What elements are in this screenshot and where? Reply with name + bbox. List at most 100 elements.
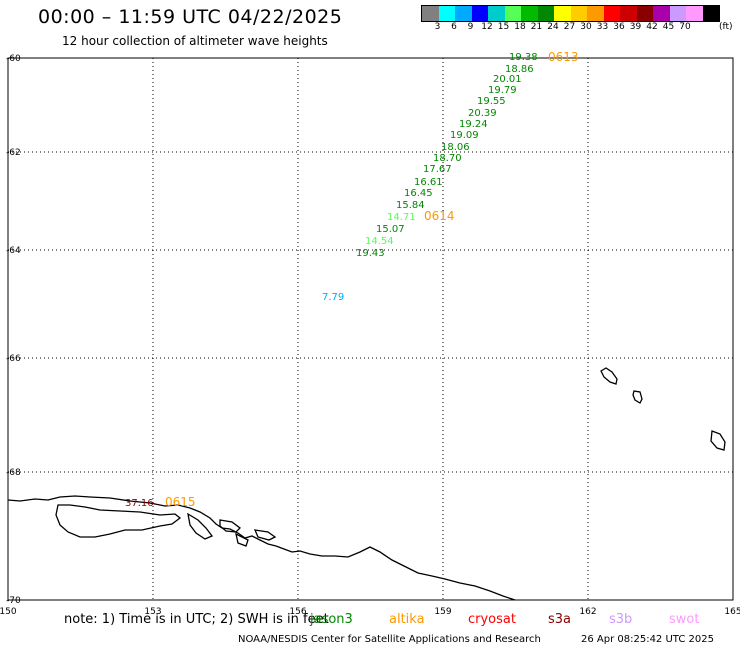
legend-swatch [471,6,488,21]
satellite-name: swot [669,612,700,627]
wave-height-label: 15.84 [396,200,425,211]
legend-label: 15 [497,22,510,32]
wave-height-label: 19.43 [356,248,385,259]
balleny-island-3 [710,430,726,451]
longitude-tick-labels: 150 153 156 159 162 165 [0,607,740,617]
wave-height-label: 19.55 [477,96,506,107]
map-frame [7,57,734,601]
legend-label: 45 [662,22,675,32]
longitude-tick-label: 150 [0,607,17,617]
latitude-tick-label: -62 [6,148,21,158]
legend-label: 33 [596,22,609,32]
legend-label: 21 [530,22,543,32]
coastline-fjord-3 [235,532,249,547]
satellite-name: jason3 [310,612,353,627]
wave-height-label: 18.70 [433,153,462,164]
legend-swatch [537,6,554,21]
latitude-tick-label: -68 [6,468,21,478]
latitude-tick-label: -64 [6,246,21,256]
legend-label: 3 [434,22,441,32]
coastline-inlet [55,504,182,538]
map-subtitle: 12 hour collection of altimeter wave hei… [62,34,328,48]
legend-swatch [455,6,472,21]
legend-label: 9 [467,22,474,32]
credit-line: NOAA/NESDIS Center for Satellite Applica… [238,634,541,645]
legend-label: 30 [580,22,592,32]
latitude-tick-label: -70 [6,596,21,606]
legend-label: 24 [547,22,559,32]
antarctic-coastline [7,495,516,601]
wave-height-label: 20.01 [493,74,522,85]
legend-swatch [636,6,653,21]
wave-height-label: 16.45 [404,188,433,199]
legend-swatch [603,6,620,21]
legend-label: 70 [679,22,691,32]
legend-tick-labels: 3 6 9 12 15 18 21 24 27 30 33 36 39 42 45 70 [421,22,740,34]
wave-height-label: 15.07 [376,224,405,235]
balleny-island-2 [632,390,643,404]
wave-height-label: 19.79 [488,85,517,96]
track-time-label: 0613 [548,50,579,64]
balleny-island-1 [600,367,618,385]
longitude-tick-label: 162 [579,607,596,617]
coastline-fjord-2 [219,519,241,533]
wave-height-label: 7.79 [322,292,344,303]
footer-note: note: 1) Time is in UTC; 2) SWH is in fe… [64,612,329,627]
latitude-tick-label: -60 [6,54,21,64]
legend-swatch [587,6,604,21]
legend-swatch [702,6,719,21]
track-time-label: 0614 [424,209,455,223]
wave-height-label: 17.67 [423,164,452,175]
legend-swatch [570,6,587,21]
satellite-name: cryosat [468,612,516,627]
satellite-name: s3b [609,612,633,627]
legend-swatch [521,6,538,21]
coastline [7,367,726,601]
coastline-fjord-1 [187,512,214,540]
longitude-tick-label: 153 [144,607,161,617]
latitude-tick-label: -66 [6,354,21,364]
wave-height-labels: 19.3818.8620.0119.7919.5520.3919.2419.09… [125,52,538,509]
latitude-tick-labels: -60 -62 -64 -66 -68 -70 [6,54,21,606]
legend-label: 27 [563,22,576,32]
legend-swatch [422,6,439,21]
wave-height-label: 18.06 [441,142,470,153]
wave-height-label: 18.86 [505,64,534,75]
legend-swatch [488,6,505,21]
coastline-fjord-4 [253,529,277,541]
wave-height-label: 20.39 [468,108,497,119]
wave-height-label: 19.24 [459,119,488,130]
wave-height-label: 19.38 [509,52,538,63]
legend-swatch [686,6,703,21]
satellite-name: altika [389,612,425,627]
wave-height-label: 14.54 [365,236,394,247]
legend-label: 42 [646,22,658,32]
longitude-tick-label: 165 [724,607,740,617]
legend-label: 36 [613,22,625,32]
wave-height-label: 14.71 [387,212,416,223]
longitude-tick-label: 159 [434,607,451,617]
legend-swatch [554,6,571,21]
satellite-name: s3a [548,612,572,627]
wave-height-label: 37.16 [125,498,154,509]
generation-timestamp: 26 Apr 08:25:42 UTC 2025 [581,634,714,645]
legend-unit: (ft) [719,22,733,32]
legend-swatch [438,6,455,21]
legend-label: 18 [514,22,526,32]
wave-height-label: 19.09 [450,130,479,141]
legend-label: 39 [629,22,642,32]
gridlines [8,58,733,600]
wave-height-label: 16.61 [414,177,443,188]
legend-swatch [669,6,686,21]
legend-swatch [620,6,637,21]
legend-swatch [504,6,521,21]
legend-label: 6 [451,22,457,32]
map-title: 00:00 – 11:59 UTC 04/22/2025 [38,6,343,28]
track-pass-labels: 0613 0614 0615 [165,50,579,509]
legend-swatch [653,6,670,21]
wave-height-color-legend [421,5,720,22]
track-time-label: 0615 [165,495,196,509]
legend-label: 12 [481,22,493,32]
